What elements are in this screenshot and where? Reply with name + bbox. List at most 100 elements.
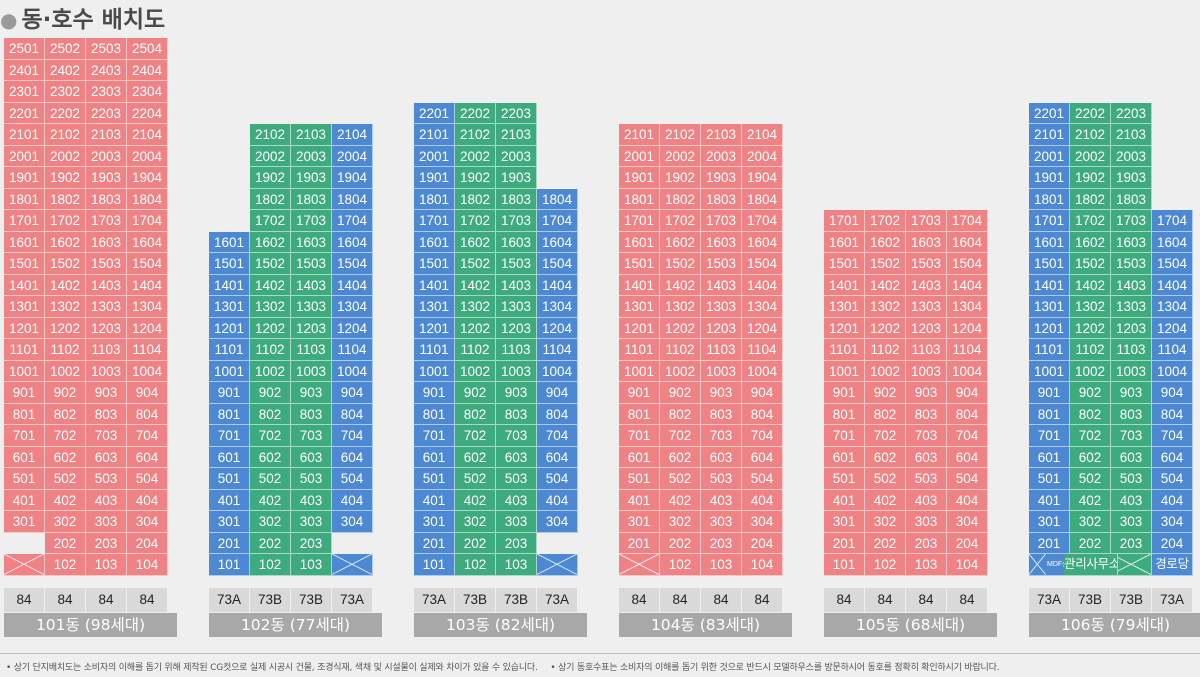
unit-cell: 802	[250, 403, 291, 425]
unit-cell: 203	[906, 532, 947, 554]
unit-cell: 1004	[537, 360, 578, 382]
unit-cell: 1503	[906, 253, 947, 275]
unit-cell: 2103	[496, 124, 537, 146]
unit-cell: 1301	[414, 296, 455, 318]
unit-cell: 602	[865, 446, 906, 468]
unit-cell: 203	[291, 532, 332, 554]
unit-cell: 2201	[4, 102, 45, 124]
unit-cell: 301	[824, 511, 865, 533]
unit-type-label: 84	[865, 588, 906, 612]
unit-cell: 1002	[1070, 360, 1111, 382]
unit-cell: 604	[1152, 446, 1193, 468]
unit-cell: 2004	[742, 145, 783, 167]
unit-cell: 1501	[1029, 253, 1070, 275]
unit-cell: 903	[86, 382, 127, 404]
unit-cell: 803	[906, 403, 947, 425]
unit-cell: 1404	[1152, 274, 1193, 296]
unit-cell: 604	[947, 446, 988, 468]
unit-type-label: 73B	[455, 588, 496, 612]
unit-cell: 2003	[1111, 145, 1152, 167]
unit-cell: 204	[742, 532, 783, 554]
unit-cell: 501	[619, 468, 660, 490]
unit-cell: 401	[414, 489, 455, 511]
unit-cell: 703	[291, 425, 332, 447]
unit-cell: 1601	[4, 231, 45, 253]
unit-cell: 504	[127, 468, 168, 490]
unit-cell: 1003	[86, 360, 127, 382]
unit-cell: 2201	[414, 102, 455, 124]
unit-cell: 2102	[1070, 124, 1111, 146]
unit-cell: 502	[45, 468, 86, 490]
unit-cell: 504	[537, 468, 578, 490]
unit-cell: 303	[701, 511, 742, 533]
unit-cell: 1804	[742, 188, 783, 210]
unit-cell: 1604	[537, 231, 578, 253]
unit-cell: 1901	[4, 167, 45, 189]
unit-cell: 2102	[455, 124, 496, 146]
unit-cell: 304	[332, 511, 373, 533]
unit-cell: 1603	[86, 231, 127, 253]
unit-cell: 2204	[127, 102, 168, 124]
unit-cell: 1401	[209, 274, 250, 296]
unit-cell: 1503	[496, 253, 537, 275]
unit-cell: 1204	[537, 317, 578, 339]
unit-cell: 1504	[332, 253, 373, 275]
unit-cell: 703	[906, 425, 947, 447]
unit-cell: 1803	[701, 188, 742, 210]
unit-cell: 2404	[127, 59, 168, 81]
unit-cell: 2502	[45, 38, 86, 60]
unit-cell: 303	[1111, 511, 1152, 533]
unit-cell: 1202	[660, 317, 701, 339]
unit-type-label: 73A	[537, 588, 578, 612]
unit-cell: 101	[414, 554, 455, 576]
unit-cell: 801	[414, 403, 455, 425]
unit-cell: 1902	[455, 167, 496, 189]
unit-cell: 504	[742, 468, 783, 490]
unit-type-label: 84	[127, 588, 168, 612]
unit-cell: 2402	[45, 59, 86, 81]
unit-cell: 1501	[209, 253, 250, 275]
unit-cell: 1401	[1029, 274, 1070, 296]
unit-cell: 1303	[701, 296, 742, 318]
unit-cell: 801	[824, 403, 865, 425]
unit-cell: 1602	[865, 231, 906, 253]
unit-cell: 1204	[1152, 317, 1193, 339]
unit-cell: 2103	[86, 124, 127, 146]
unit-cell: 2203	[496, 102, 537, 124]
unit-cell: 903	[291, 382, 332, 404]
unit-cell: 803	[496, 403, 537, 425]
unit-cell: 1201	[414, 317, 455, 339]
unit-cell: 1302	[865, 296, 906, 318]
unit-cell: 1101	[619, 339, 660, 361]
unit-cell: 2104	[332, 124, 373, 146]
unit-cell: 704	[947, 425, 988, 447]
unit-cell: 1603	[906, 231, 947, 253]
unit-cell: 702	[45, 425, 86, 447]
unit-cell: 1102	[660, 339, 701, 361]
unit-cell: 801	[619, 403, 660, 425]
unit-cell: 1501	[619, 253, 660, 275]
unit-cell: 1703	[701, 210, 742, 232]
unit-cell: 1104	[1152, 339, 1193, 361]
unit-cell: 1802	[1070, 188, 1111, 210]
unit-cell: 602	[45, 446, 86, 468]
unit-cell: 1903	[1111, 167, 1152, 189]
unit-cell: 703	[496, 425, 537, 447]
unit-type-label: 84	[701, 588, 742, 612]
unit-cell: 801	[1029, 403, 1070, 425]
unit-cell: 901	[619, 382, 660, 404]
unit-cell: 2303	[86, 81, 127, 103]
unit-cell-empty	[332, 554, 373, 576]
unit-cell: 802	[455, 403, 496, 425]
unit-cell: 1204	[742, 317, 783, 339]
unit-type-label: 73B	[496, 588, 537, 612]
unit-cell: 201	[1029, 532, 1070, 554]
unit-cell: 701	[619, 425, 660, 447]
unit-cell: 601	[619, 446, 660, 468]
unit-cell: 1001	[209, 360, 250, 382]
unit-cell: 1403	[1111, 274, 1152, 296]
unit-cell: 202	[1070, 532, 1111, 554]
unit-cell: 1103	[701, 339, 742, 361]
unit-cell: 2203	[1111, 102, 1152, 124]
unit-cell: 103	[906, 554, 947, 576]
